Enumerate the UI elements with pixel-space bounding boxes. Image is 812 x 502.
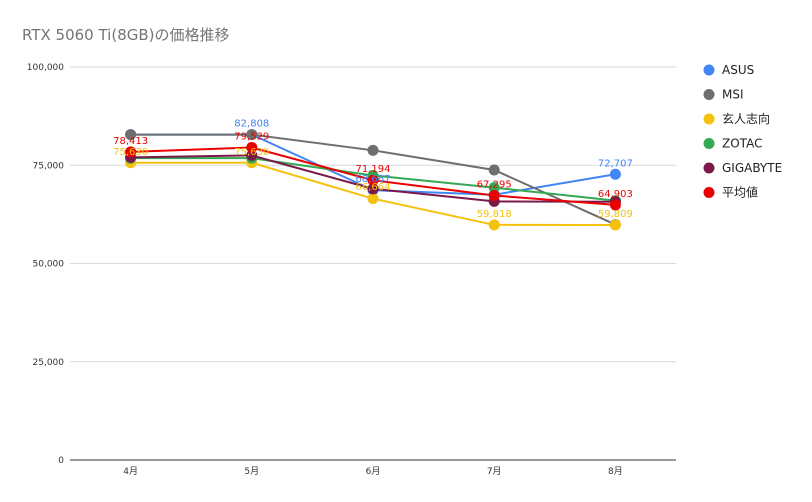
data-point xyxy=(246,129,258,141)
data-label: 66,664 xyxy=(356,182,391,193)
data-point xyxy=(367,174,379,186)
x-tick-label: 6月 xyxy=(366,466,381,477)
data-label: 71,194 xyxy=(356,164,391,175)
data-label: 67,295 xyxy=(477,180,512,191)
legend-marker xyxy=(703,89,715,100)
data-label: 59,818 xyxy=(477,209,512,220)
legend-marker xyxy=(703,162,715,174)
legend-label: GIGABYTE xyxy=(722,161,782,175)
y-tick-label: 50,000 xyxy=(33,260,65,270)
data-label: 75,630 xyxy=(234,147,269,158)
legend-label: MSI xyxy=(722,88,744,102)
chart-grid xyxy=(70,66,676,363)
data-point xyxy=(125,129,137,141)
y-tick-label: 0 xyxy=(58,456,64,466)
data-label: 79,529 xyxy=(234,131,269,142)
x-tick-label: 5月 xyxy=(244,466,259,477)
data-point xyxy=(367,183,379,195)
x-tick-label: 8月 xyxy=(608,466,623,477)
chart-series xyxy=(125,129,621,231)
x-tick-label: 7月 xyxy=(487,466,502,477)
legend-label: 玄人志向 xyxy=(722,111,770,126)
data-label: 82,808 xyxy=(234,119,269,130)
data-point xyxy=(488,219,500,231)
legend-label: ASUS xyxy=(722,63,754,77)
data-point xyxy=(488,190,500,202)
data-point xyxy=(609,168,621,180)
data-point xyxy=(367,144,379,156)
data-point xyxy=(488,164,500,176)
data-label: 75,630 xyxy=(113,147,148,158)
data-point xyxy=(125,146,137,158)
data-label: 72,707 xyxy=(598,158,633,169)
data-point xyxy=(609,219,621,231)
data-label: 78,413 xyxy=(113,136,148,147)
data-point xyxy=(367,193,379,205)
data-point xyxy=(246,141,258,153)
y-tick-label: 25,000 xyxy=(33,358,65,368)
legend-label: ZOTAC xyxy=(722,137,762,151)
data-label: 68,667 xyxy=(356,174,391,185)
legend-marker xyxy=(703,187,715,198)
data-point xyxy=(246,149,258,161)
chart-axes: 0 25,000 50,000 75,000 100,000 4月 5月 6月 7月 8月 xyxy=(27,63,676,477)
data-point xyxy=(488,182,500,194)
data-labels: 78,41375,63082,80879,52975,63071,19468,6… xyxy=(113,119,633,220)
legend-marker xyxy=(703,113,715,125)
data-label: 59,809 xyxy=(598,209,633,220)
y-tick-label: 75,000 xyxy=(33,161,65,171)
legend-marker xyxy=(703,64,715,76)
data-point xyxy=(609,199,621,211)
legend-label: 平均値 xyxy=(722,185,758,200)
legend-marker xyxy=(703,138,715,149)
y-tick-label: 100,000 xyxy=(27,63,64,73)
data-label: 64,903 xyxy=(598,189,633,200)
x-tick-label: 4月 xyxy=(123,466,138,477)
chart-legend: ASUS MSI 玄人志向 ZOTAC GIGABYTE 平均値 xyxy=(703,63,782,200)
chart-title: RTX 5060 Ti(8GB)の価格推移 xyxy=(22,26,230,44)
